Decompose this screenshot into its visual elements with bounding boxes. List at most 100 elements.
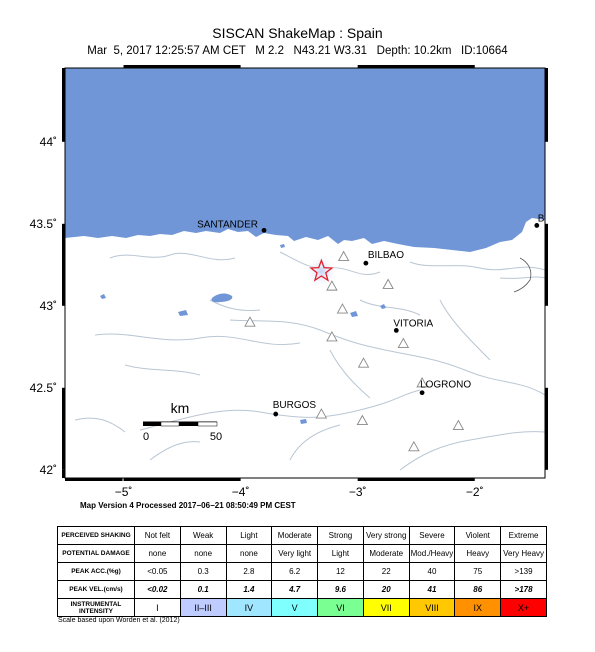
legend-cell: 22 [362,562,410,581]
legend-cell: 86 [454,580,502,599]
legend-cell: Weak [179,526,227,545]
legend-cell: I [134,598,181,617]
lon-tick-label: −4˚ [232,485,250,499]
legend-cell: 0.1 [179,580,227,599]
city-label: SANTANDER [197,219,258,230]
legend-cell: none [179,544,227,563]
station-triangle-icon[interactable] [382,278,394,289]
scale-bar-end: 50 [210,431,222,443]
city-label: VITORIA [393,318,433,329]
city-label: BURGOS [273,400,317,411]
legend-cell: Very Heavy [500,544,547,563]
station-triangle-icon[interactable] [416,376,428,388]
city-label: BAY [538,213,558,224]
legend-cell: Strong [317,526,364,545]
reservoirs [100,244,386,424]
legend-cell: Not felt [134,526,181,545]
lat-tick-label: 43.5˚ [30,217,57,231]
station-triangle-icon[interactable] [244,316,256,327]
legend-cell: VIII [408,598,456,617]
legend-cell: 41 [408,580,456,599]
station-triangle-icon[interactable] [336,303,349,314]
city-dot-icon [363,260,369,266]
station-triangle-icon[interactable] [408,440,420,452]
lat-tick-label: 44˚ [40,135,57,149]
station-triangle-icon[interactable] [357,357,370,368]
lon-tick-label: −3˚ [349,485,367,499]
legend-cell: 20 [362,580,410,599]
scale-bar: km 0 50 [143,400,222,443]
legend-row-damage: POTENTIAL DAMAGE none none none Very light Li… [57,544,547,563]
city-dot-icon [534,223,540,228]
legend-cell: 9.6 [317,580,364,599]
legend-cell: X+ [500,598,547,617]
legend-cell: Light [225,526,273,545]
legend-cell: Extreme [500,526,547,545]
frame-tick-bars [62,65,548,481]
legend-cell: Severe [408,526,456,545]
scale-reference: Scale based upon Worden et al. (2012) [58,617,180,624]
city-label: BILBAO [368,250,404,261]
lat-tick-label: 43˚ [40,299,57,313]
legend-row-acc: PEAK ACC.(%g) <0.05 0.3 2.8 6.2 12 22 40 75 >139 [57,562,547,581]
sea-area [65,68,545,252]
legend-row-header: PERCEIVED SHAKING [57,526,135,545]
scale-bar-unit: km [171,400,190,416]
lat-tick-label: 42˚ [40,463,57,477]
legend-row-header: PEAK VEL.(cm/s) [57,580,135,599]
legend-cell: 40 [408,562,456,581]
city-dot-icon [261,227,267,233]
lon-tick-label: −5˚ [115,485,133,499]
station-triangle-icon[interactable] [326,280,338,291]
legend-cell: 75 [454,562,502,581]
lon-tick-label: −2˚ [466,485,484,499]
legend-cell: IX [454,598,502,617]
station-triangle-icon[interactable] [452,419,465,430]
rivers [74,251,545,471]
epicenter-star-icon[interactable] [309,258,334,282]
legend-row-header: POTENTIAL DAMAGE [57,544,135,563]
station-triangle-icon[interactable] [397,337,410,348]
shakemap-map[interactable]: SANTANDER BILBAO VITORIA LOGRONO BURGOS BAY 4… [0,0,595,520]
legend-row-intensity: INSTRUMENTAL INTENSITY I II–III IV V VI VII VII… [57,598,547,617]
event-info: Mar 5, 2017 12:25:57 AM CET M 2.2 N43.21… [87,45,508,57]
legend-cell: 2.8 [225,562,273,581]
legend-cell: Mod./Heavy [408,544,456,563]
intensity-legend-table: PERCEIVED SHAKING Not felt Weak Light Modera… [57,526,547,617]
legend-cell: 6.2 [271,562,319,581]
legend-row-vel: PEAK VEL.(cm/s) <0.02 0.1 1.4 4.7 9.6 20 41 86 >1… [57,580,547,599]
legend-cell: <0.05 [134,562,181,581]
legend-cell: >139 [500,562,547,581]
legend-cell: Heavy [454,544,502,563]
legend-cell: Light [317,544,364,563]
legend-row-header: INSTRUMENTAL INTENSITY [57,598,135,617]
city-label: LOGRONO [420,380,471,391]
station-triangle-icon[interactable] [356,414,369,426]
legend-cell: IV [225,598,273,617]
legend-cell: Very strong [362,526,410,545]
station-triangle-icon[interactable] [326,331,338,342]
epicenter-shaking-glow [304,254,339,289]
station-triangle-icon[interactable] [315,408,328,419]
scale-bar-start: 0 [143,431,149,443]
legend-row-header: PEAK ACC.(%g) [57,562,135,581]
city-dot-icon [273,411,279,417]
processing-info: Map Version 4 Processed 2017−06−21 08:50… [80,501,296,510]
station-triangle-icon[interactable] [337,250,350,262]
legend-cell: 1.4 [225,580,273,599]
legend-cell: none [225,544,273,563]
city-dot-icon [393,328,399,333]
legend-cell: 12 [317,562,364,581]
legend-cell: Very light [271,544,319,563]
legend-cell: Moderate [362,544,410,563]
legend-cell: none [134,544,181,563]
legend-cell: Violent [454,526,502,545]
legend-cell: Moderate [271,526,319,545]
map-title: SISCAN ShakeMap : Spain [212,25,383,41]
coastline-border [513,257,532,293]
legend-cell: <0.02 [134,580,181,599]
legend-cell: V [271,598,319,617]
city-dot-icon [419,390,425,396]
legend-cell: 4.7 [271,580,319,599]
legend-cell: II–III [179,598,227,617]
